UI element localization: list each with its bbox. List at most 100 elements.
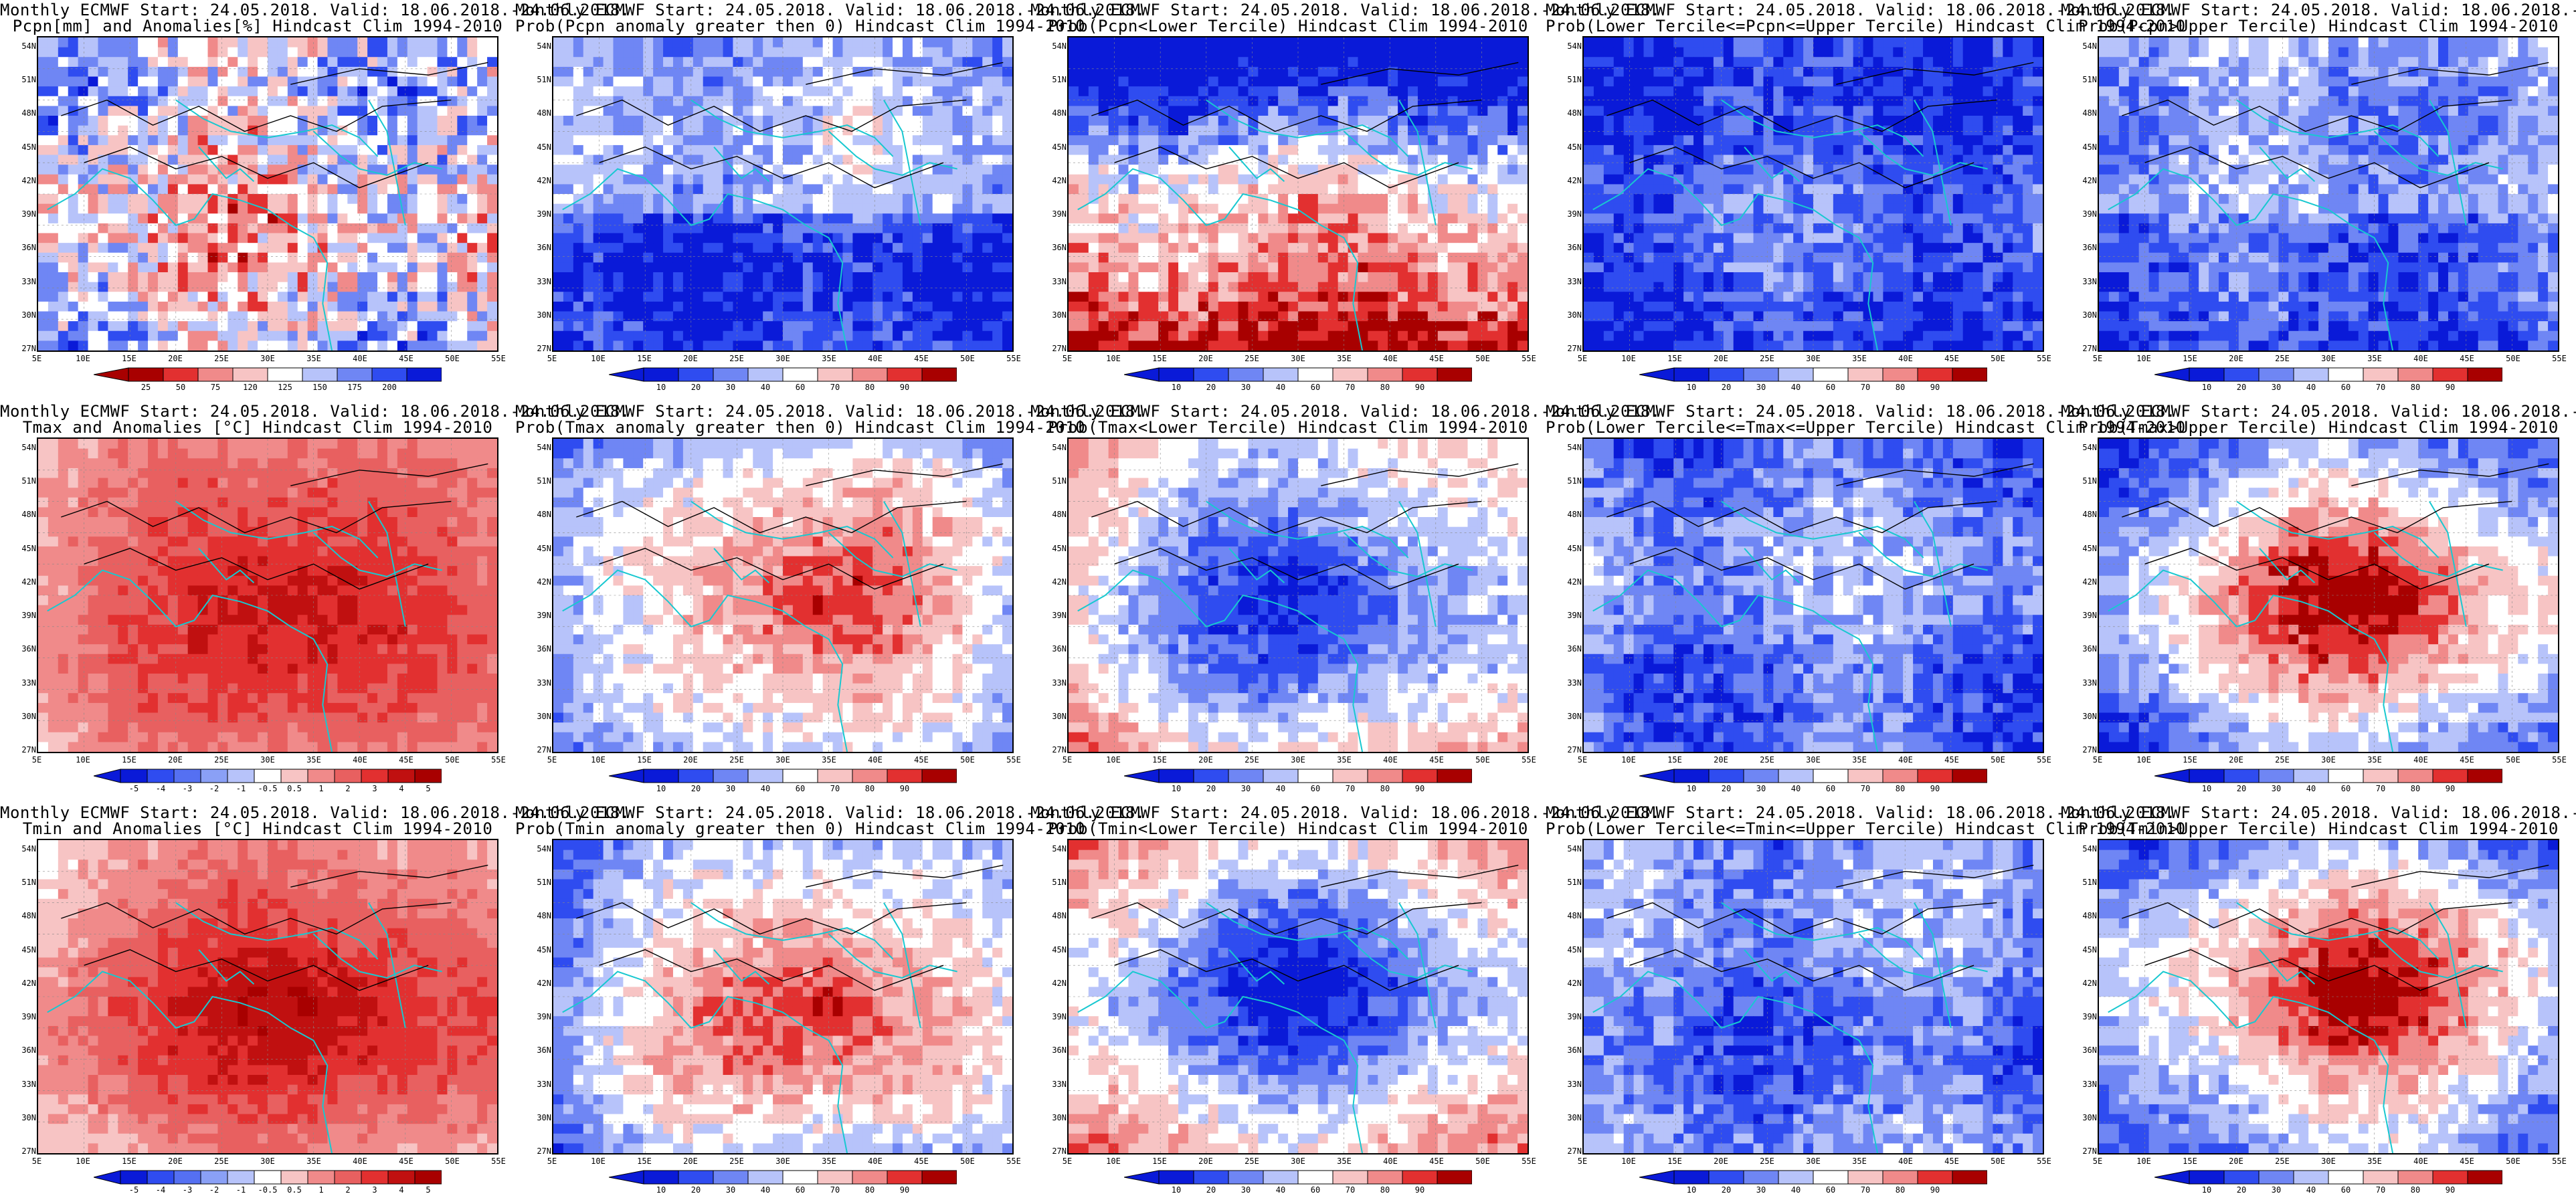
colorbar [608, 367, 957, 383]
contour-line [2351, 62, 2549, 85]
longitude-label: 20E [2229, 755, 2243, 765]
longitude-label: 45E [914, 755, 929, 765]
contour-line [1836, 463, 2034, 486]
contour-line [1091, 500, 1482, 534]
latitude-label: 30N [1048, 1113, 1067, 1122]
map-field [2099, 37, 2558, 350]
colorbar-tick-label: -5 [129, 784, 139, 793]
latitude-label: 42N [533, 979, 551, 988]
colorbar-tick-label: 10 [2202, 1185, 2211, 1195]
colorbar-tick-label: 90 [900, 383, 909, 392]
longitude-label: 35E [1337, 755, 1352, 765]
forecast-map [37, 36, 498, 352]
latitude-label: 30N [1563, 310, 1582, 320]
map-panel: Monthly ECMWF Start: 24.05.2018. Valid: … [0, 401, 630, 803]
coastline [1228, 548, 1285, 583]
coastline [1398, 100, 1437, 225]
longitude-label: 45E [399, 755, 413, 765]
latitude-label: 42N [533, 176, 551, 185]
latitude-label: 39N [2078, 611, 2097, 620]
colorbar-tick-label: 20 [691, 784, 701, 793]
latitude-label: 51N [1048, 476, 1067, 486]
colorbar-tick-label: 2 [345, 784, 350, 793]
contour-line [61, 500, 452, 534]
latitude-label: 42N [17, 979, 36, 988]
contour-line [1629, 949, 1974, 991]
colorbar-tick-label: 80 [1380, 1185, 1390, 1195]
forecast-map [552, 437, 1014, 753]
latitude-label: 30N [1563, 1113, 1582, 1122]
longitude-label: 25E [1245, 354, 1259, 363]
coastline [1721, 500, 1924, 559]
colorbar [1123, 1169, 1473, 1185]
panel-title-line2: Pcpn[mm] and Anomalies[%] Hindcast Clim … [0, 17, 515, 35]
forecast-map [2098, 36, 2559, 352]
colorbar-tick-label: 30 [1756, 784, 1766, 793]
longitude-label: 30E [1806, 354, 1821, 363]
longitude-label: 45E [1944, 354, 1959, 363]
colorbar-tick-label: 125 [278, 383, 292, 392]
colorbar-tick-label: 10 [1687, 1185, 1696, 1195]
coastline [1721, 902, 1924, 960]
coastline [883, 902, 921, 1028]
coastline [1914, 100, 1952, 225]
latitude-label: 30N [1048, 712, 1067, 721]
longitude-label: 10E [76, 354, 90, 363]
latitude-label: 39N [17, 209, 36, 219]
contour-line [576, 500, 967, 534]
longitude-label: 40E [1383, 354, 1398, 363]
colorbar [1639, 1169, 1988, 1185]
colorbar-tick-label: 60 [1826, 784, 1835, 793]
coastline [562, 971, 848, 1153]
colorbar-tick-label: 10 [1687, 784, 1696, 793]
coastline [1744, 548, 1801, 583]
latitude-label: 27N [1563, 1146, 1582, 1156]
latitude-label: 51N [2078, 476, 2097, 486]
colorbar-tick-label: 40 [2306, 383, 2316, 392]
latitude-label: 30N [533, 310, 551, 320]
longitude-label: 5E [2093, 354, 2102, 363]
longitude-label: 50E [1475, 1157, 1490, 1166]
latitude-label: 51N [1563, 75, 1582, 84]
longitude-label: 45E [914, 354, 929, 363]
latitude-label: 45N [1563, 544, 1582, 553]
latitude-label: 30N [1563, 712, 1582, 721]
map-panel: Monthly ECMWF Start: 24.05.2018. Valid: … [1546, 0, 2185, 401]
colorbar-tick-label: 90 [900, 1185, 909, 1195]
longitude-label: 40E [353, 755, 367, 765]
colorbar-tick-label: 40 [2306, 1185, 2316, 1195]
latitude-label: 51N [17, 75, 36, 84]
contour-line [576, 99, 967, 132]
coastline [198, 949, 255, 985]
latitude-label: 51N [2078, 75, 2097, 84]
colorbar-tick-label: 40 [1276, 784, 1285, 793]
longitude-label: 45E [1429, 354, 1444, 363]
latitude-label: 54N [533, 443, 551, 452]
coastline [2429, 100, 2467, 225]
latitude-label: 54N [17, 443, 36, 452]
latitude-label: 39N [17, 1012, 36, 1021]
coastline [312, 130, 442, 176]
coastline [2259, 949, 2316, 985]
latitude-label: 42N [1048, 979, 1067, 988]
contour-line [1114, 949, 1459, 991]
latitude-label: 42N [1048, 577, 1067, 587]
longitude-label: 5E [547, 755, 557, 765]
map-field [38, 840, 497, 1153]
colorbar-tick-label: 3 [372, 1185, 377, 1195]
panel-title-line1: Monthly ECMWF Start: 24.05.2018. Valid: … [2061, 1, 2576, 19]
longitude-label: 10E [1106, 354, 1121, 363]
colorbar-tick-label: 10 [2202, 784, 2211, 793]
latitude-label: 48N [1048, 108, 1067, 118]
map-panel: Monthly ECMWF Start: 24.05.2018. Valid: … [0, 0, 630, 401]
contour-line [1836, 62, 2034, 85]
colorbar-tick-label: 80 [865, 784, 875, 793]
longitude-label: 35E [2367, 354, 2382, 363]
contour-line [2122, 902, 2512, 935]
longitude-label: 20E [168, 1157, 183, 1166]
coastline [312, 933, 442, 979]
longitude-label: 35E [822, 1157, 836, 1166]
colorbar-tick-label: 80 [1896, 1185, 1905, 1195]
forecast-map [1067, 36, 1529, 352]
colorbar-tick-label: 2 [345, 1185, 350, 1195]
